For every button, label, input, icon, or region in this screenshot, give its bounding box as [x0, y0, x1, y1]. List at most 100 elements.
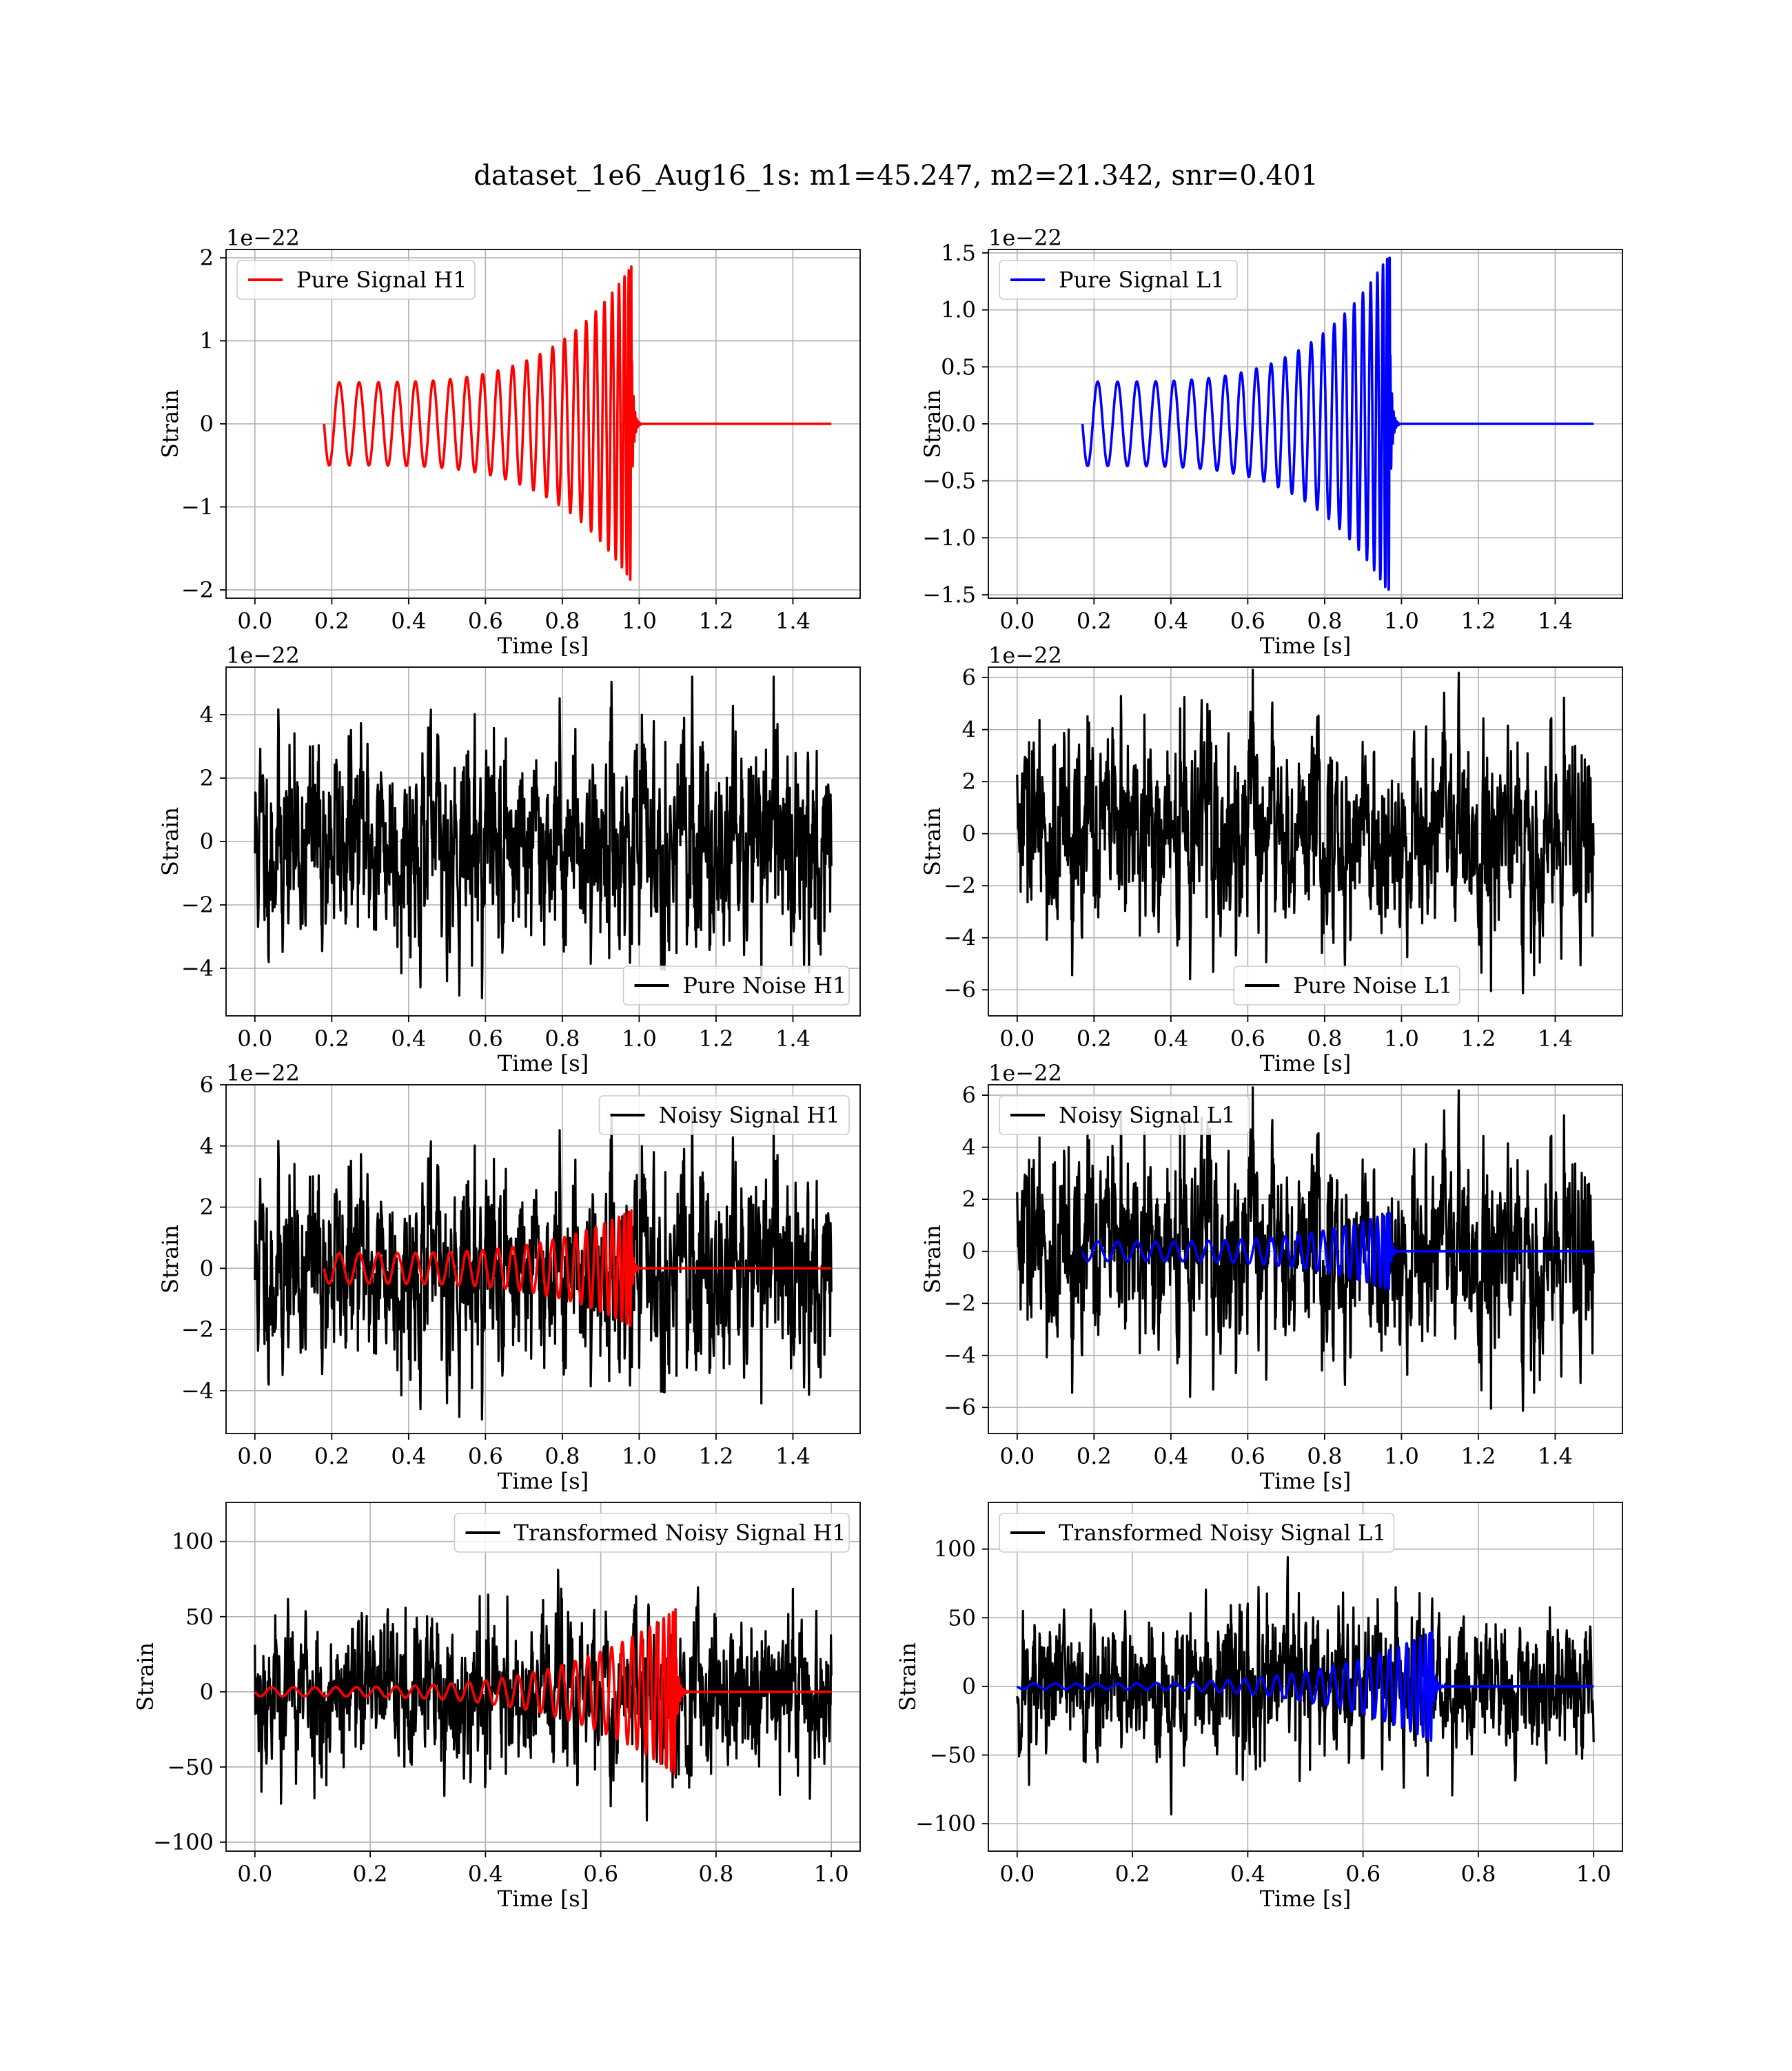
x-axis-label: Time [s]: [498, 633, 589, 659]
legend-label: Transformed Noisy Signal L1: [1059, 1520, 1387, 1546]
y-tick-label: −4: [944, 1343, 976, 1369]
x-tick-label: 1.0: [622, 1026, 657, 1052]
y-tick-label: 0: [962, 1673, 976, 1700]
x-tick-label: 0.6: [1230, 1443, 1265, 1469]
series-line-transformed-noisy-signal-h1: [254, 1569, 833, 1822]
y-tick-label: −50: [929, 1742, 976, 1768]
panel-pure-noise-h1: 0.0 0.2 0.4 0.6 0.8 1.0 1.2 1.4 4 2 0 −2 −4 Time [s] S…: [157, 642, 861, 1077]
y-tick-label: 2: [962, 1186, 976, 1212]
y-tick-label: −6: [944, 1394, 976, 1420]
y-tick-label: 0: [200, 411, 214, 437]
panel-noisy-signal-h1: 0.0 0.2 0.4 0.6 0.8 1.0 1.2 1.4 6 4 2 0 −2 −4 Time [s]…: [157, 1060, 861, 1494]
offset-text: 1e−22: [226, 225, 300, 251]
x-tick-label: 0.8: [1307, 1443, 1342, 1469]
x-tick-label: 1.2: [698, 1026, 733, 1052]
y-tick-label: −1.0: [922, 524, 976, 551]
axes-frame: [988, 1502, 1623, 1852]
x-tick-label: 1.2: [698, 608, 733, 634]
legend-label: Pure Noise L1: [1293, 972, 1452, 999]
x-tick-label: 0.4: [1153, 608, 1188, 634]
x-axis-label: Time [s]: [498, 1886, 589, 1912]
x-tick-label: 0.2: [1077, 608, 1112, 634]
series-line-red-signal: [254, 1608, 833, 1775]
y-tick-label: −4: [181, 1378, 214, 1404]
x-axis-label: Time [s]: [1260, 633, 1351, 659]
legend: Noisy Signal L1: [999, 1095, 1250, 1135]
x-tick-label: 0.4: [391, 1026, 426, 1052]
legend-box: [999, 260, 1238, 300]
y-tick-label: −4: [181, 955, 214, 981]
x-tick-label: 1.4: [775, 1026, 811, 1052]
y-tick-label: −2: [944, 873, 976, 899]
x-tick-label: 1.2: [1460, 608, 1496, 634]
x-tick-label: 0.6: [1230, 1026, 1265, 1052]
legend-box: [236, 260, 476, 300]
y-axis-label: Strain: [919, 807, 946, 876]
y-axis-label: Strain: [919, 389, 946, 458]
y-tick-label: 0.5: [941, 354, 976, 380]
x-tick-label: 1.4: [775, 1443, 811, 1469]
y-tick-label: −100: [915, 1810, 976, 1837]
series-line-red-signal: [323, 1209, 833, 1327]
x-tick-label: 0.0: [237, 1443, 272, 1469]
series-line-blue-signal: [1081, 1212, 1595, 1291]
y-tick-label: −1: [181, 493, 214, 520]
y-tick-label: 100: [934, 1536, 976, 1562]
x-tick-label: 0.0: [999, 608, 1035, 634]
legend: Pure Signal H1: [236, 260, 476, 300]
x-tick-label: 0.2: [1077, 1026, 1112, 1052]
legend-label: Noisy Signal H1: [659, 1102, 840, 1128]
legend: Pure Signal L1: [999, 260, 1238, 300]
y-tick-label: 0: [962, 821, 976, 847]
panel-transformed-noisy-signal-l1: 0.0 0.2 0.4 0.6 0.8 1.0 100 50 0 −50 −100 Time [s] S…: [895, 1502, 1623, 1912]
y-tick-label: 50: [948, 1604, 976, 1631]
x-tick-label: 1.0: [1576, 1861, 1611, 1887]
legend-label: Noisy Signal L1: [1059, 1102, 1236, 1128]
x-tick-label: 0.0: [999, 1026, 1035, 1052]
y-axis-label: Strain: [132, 1642, 159, 1711]
offset-text: 1e−22: [988, 642, 1062, 669]
x-tick-label: 1.4: [775, 608, 811, 634]
offset-text: 1e−22: [226, 1060, 300, 1086]
panel-transformed-noisy-signal-h1: 0.0 0.2 0.4 0.6 0.8 1.0 100 50 0 −50 −100 Time [s] S…: [132, 1502, 861, 1912]
legend-label: Pure Signal H1: [296, 267, 467, 293]
y-tick-label: −4: [944, 925, 976, 951]
y-tick-label: −100: [153, 1829, 214, 1855]
y-tick-label: 4: [200, 702, 214, 728]
y-tick-label: 1.0: [941, 297, 976, 323]
x-axis-label: Time [s]: [498, 1468, 589, 1494]
x-tick-label: 0.6: [468, 1026, 503, 1052]
legend: Noisy Signal H1: [598, 1095, 850, 1135]
y-tick-label: 0: [200, 1679, 214, 1705]
y-tick-label: 0: [962, 1238, 976, 1265]
legend-box: [999, 1095, 1250, 1135]
offset-text: 1e−22: [988, 225, 1062, 251]
legend-box: [454, 1513, 850, 1553]
x-tick-label: 1.2: [1460, 1443, 1496, 1469]
offset-text: 1e−22: [226, 642, 300, 669]
y-axis-label: Strain: [157, 807, 183, 876]
series-line-pure-noise-h1: [254, 675, 833, 999]
y-tick-label: −2: [181, 1316, 214, 1343]
x-tick-label: 0.4: [1153, 1026, 1188, 1052]
x-tick-label: 0.2: [314, 608, 349, 634]
y-tick-label: −1.5: [922, 582, 976, 608]
y-tick-label: −2: [181, 577, 214, 603]
x-tick-label: 0.0: [999, 1861, 1035, 1887]
y-tick-label: 0.0: [941, 411, 976, 437]
y-tick-label: −6: [944, 977, 976, 1003]
x-tick-label: 0.2: [353, 1861, 388, 1887]
axes-frame: [225, 1084, 861, 1434]
legend: Transformed Noisy Signal H1: [454, 1513, 850, 1553]
x-tick-label: 1.4: [1538, 608, 1573, 634]
y-tick-label: −50: [167, 1754, 214, 1780]
x-tick-label: 0.4: [391, 1443, 426, 1469]
series-line-transformed-noisy-signal-l1: [1016, 1555, 1595, 1816]
y-tick-label: 4: [200, 1133, 214, 1159]
series-line-blue-signal: [1016, 1630, 1595, 1742]
y-tick-label: 100: [172, 1529, 214, 1555]
series-line-pure-signal-h1: [323, 265, 833, 581]
x-tick-label: 1.0: [622, 1443, 657, 1469]
figure-title: dataset_1e6_Aug16_1s: m1=45.247, m2=21.3…: [474, 160, 1318, 192]
